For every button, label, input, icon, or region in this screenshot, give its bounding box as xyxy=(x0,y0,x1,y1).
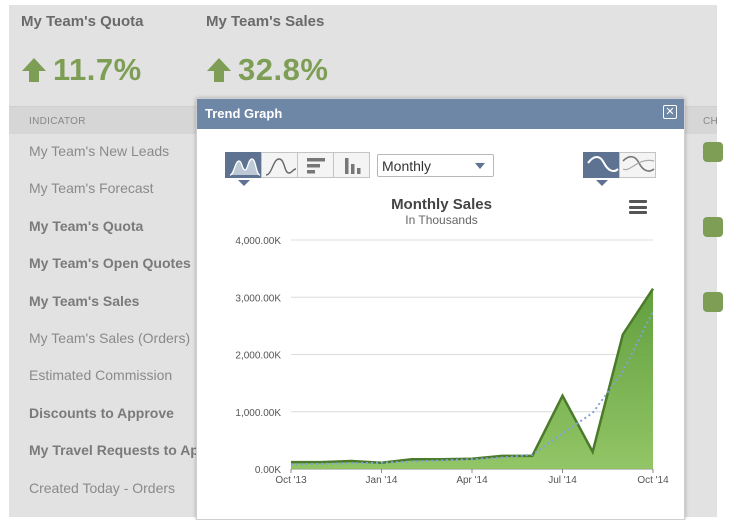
chevron-down-icon xyxy=(475,163,485,169)
indicator-item[interactable]: My Team's Sales (Orders) xyxy=(29,329,191,346)
x-tick-label: Apr '14 xyxy=(456,475,488,486)
trend-graph-modal: Trend Graph ✕ xyxy=(196,98,685,520)
x-tick-label: Oct '13 xyxy=(275,475,307,486)
active-indicator xyxy=(238,180,250,186)
y-tick-label: 4,000.00K xyxy=(235,236,281,247)
sales-chart: 0.00K 1,000.00K 2,000.00K 3,000.00K 4,000.00… xyxy=(235,236,669,486)
trend-off-button[interactable] xyxy=(619,152,656,178)
trend-curve-outline-icon xyxy=(622,155,655,172)
indicator-item[interactable]: My Team's Open Quotes xyxy=(29,255,191,272)
y-tick-label: 1,000.00K xyxy=(235,408,281,419)
line-chart-button[interactable] xyxy=(261,152,298,178)
x-tick-label: Oct '14 xyxy=(637,475,669,486)
modal-title: Trend Graph xyxy=(205,106,283,121)
up-arrow-icon xyxy=(22,58,46,82)
indicator-item[interactable]: Discounts to Approve xyxy=(29,404,174,421)
up-arrow-badge-icon xyxy=(703,217,723,237)
kpi-title: My Team's Sales xyxy=(206,13,325,30)
trend-curve-icon xyxy=(587,156,619,172)
indicator-list: My Team's New Leads My Team's Forecast My … xyxy=(29,143,207,517)
x-tick-label: Jul '14 xyxy=(548,475,577,486)
trend-line xyxy=(290,311,654,466)
kpi-sales[interactable]: My Team's Sales 32.8% xyxy=(206,13,328,88)
column-chart-icon xyxy=(345,158,361,174)
menu-icon[interactable] xyxy=(629,200,647,214)
line-chart-icon xyxy=(265,158,297,176)
horizontal-bar-icon xyxy=(307,158,325,174)
kpi-quota[interactable]: My Team's Quota 11.7% xyxy=(21,13,143,88)
indicator-item[interactable]: Created Today - Orders xyxy=(29,479,176,496)
sales-area xyxy=(291,288,653,469)
area-chart-icon xyxy=(229,158,261,176)
period-select[interactable]: Monthly xyxy=(377,154,494,177)
y-tick-label: 2,000.00K xyxy=(235,351,281,362)
chart-subtitle: In Thousands xyxy=(405,213,478,227)
trend-toggle xyxy=(583,152,656,186)
up-arrow-badge-icon xyxy=(703,292,723,312)
trend-on-button[interactable] xyxy=(583,152,620,186)
up-arrow-icon xyxy=(207,58,231,82)
modal-header: Trend Graph ✕ xyxy=(197,99,684,129)
column-chart-button[interactable] xyxy=(333,152,370,178)
indicator-item[interactable]: My Travel Requests to App xyxy=(29,442,208,459)
kpi-value: 11.7% xyxy=(53,52,142,87)
active-indicator xyxy=(596,180,608,186)
y-tick-label: 3,000.00K xyxy=(235,293,281,304)
x-tick-label: Jan '14 xyxy=(366,475,398,486)
close-icon[interactable]: ✕ xyxy=(663,105,677,119)
kpi-title: My Team's Quota xyxy=(21,13,144,30)
y-tick-label: 0.00K xyxy=(255,465,281,476)
period-select-value: Monthly xyxy=(382,158,432,174)
indicator-item[interactable]: Estimated Commission xyxy=(29,367,173,384)
chart-type-toolbar xyxy=(225,152,370,186)
chart-title: Monthly Sales xyxy=(391,196,492,213)
indicator-item[interactable]: My Team's New Leads xyxy=(29,143,170,159)
indicator-item[interactable]: My Team's Forecast xyxy=(29,180,154,197)
indicator-item[interactable]: My Team's Sales xyxy=(29,292,140,309)
change-header-label: CH xyxy=(703,116,719,127)
indicator-header-label: INDICATOR xyxy=(29,116,86,127)
horizontal-bar-chart-button[interactable] xyxy=(297,152,334,178)
indicator-item[interactable]: My Team's Quota xyxy=(29,217,144,234)
area-chart-button[interactable] xyxy=(225,152,262,186)
up-arrow-badge-icon xyxy=(703,142,723,162)
kpi-value: 32.8% xyxy=(238,52,329,87)
